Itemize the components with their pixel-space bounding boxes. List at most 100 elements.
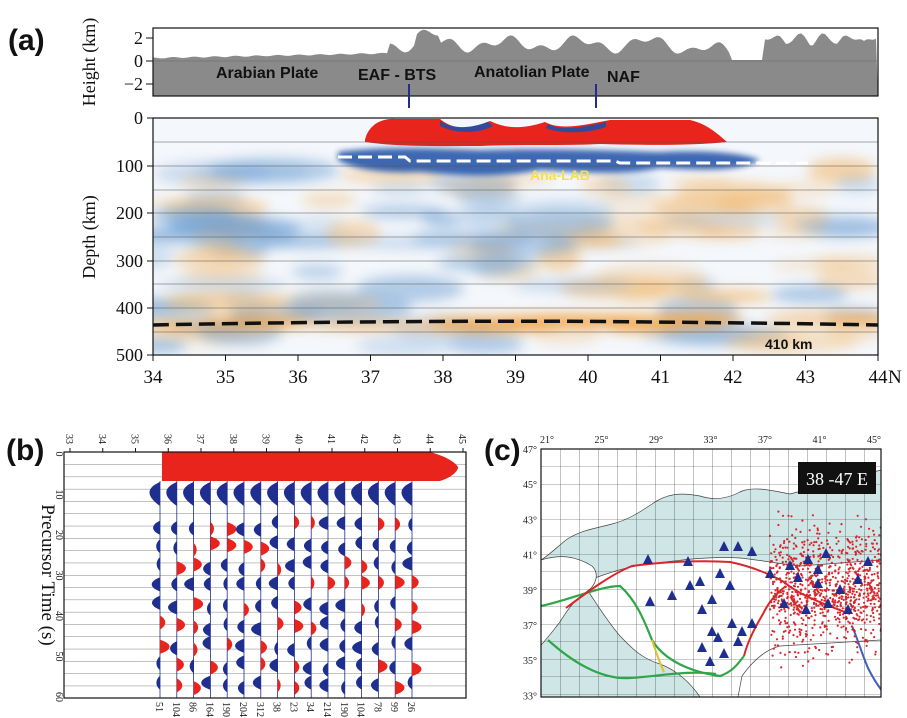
event-dot bbox=[823, 597, 827, 600]
event-dot bbox=[837, 540, 840, 543]
event-dot bbox=[772, 595, 775, 598]
event-dot bbox=[825, 652, 828, 655]
event-dot bbox=[864, 518, 868, 521]
event-dot bbox=[848, 547, 851, 550]
event-dot bbox=[786, 626, 789, 629]
event-dot bbox=[874, 653, 877, 656]
event-dot bbox=[790, 594, 793, 597]
event-dot bbox=[856, 614, 859, 617]
plate-boundary-green-south bbox=[547, 639, 717, 680]
event-dot bbox=[844, 602, 848, 605]
event-dot bbox=[864, 638, 867, 642]
event-dot bbox=[779, 551, 782, 554]
event-dot bbox=[818, 532, 821, 535]
event-dot bbox=[799, 605, 802, 609]
event-dot bbox=[849, 596, 853, 599]
event-dot bbox=[851, 592, 854, 595]
station-triangle bbox=[705, 656, 715, 666]
event-dot bbox=[792, 560, 795, 563]
event-dot bbox=[835, 594, 838, 597]
height-axis: 2 0 −2 Height (km) bbox=[79, 18, 153, 106]
latitude-map-tick: 37° bbox=[523, 621, 537, 632]
panel-b-top-tick: 37 bbox=[194, 434, 205, 444]
panel-c-letter: (c) bbox=[484, 434, 521, 467]
trace-count: 204 bbox=[237, 702, 248, 717]
event-dot bbox=[811, 574, 814, 577]
event-dot bbox=[812, 584, 815, 587]
trace-count: 104 bbox=[170, 702, 181, 717]
event-dot bbox=[819, 626, 822, 629]
event-dot bbox=[820, 564, 824, 567]
event-dot bbox=[813, 619, 816, 622]
latitude-map-tick: 41° bbox=[523, 551, 537, 562]
event-dot bbox=[803, 651, 807, 654]
event-dot bbox=[874, 606, 877, 609]
event-dot bbox=[800, 617, 803, 620]
event-dot bbox=[856, 651, 859, 654]
event-dot bbox=[843, 585, 846, 588]
event-dot bbox=[870, 632, 873, 635]
event-dot bbox=[786, 621, 789, 625]
event-dot bbox=[774, 644, 777, 647]
event-dot bbox=[847, 620, 850, 623]
depth-axis: 0 100 200 300 400 500 Depth (km) bbox=[79, 108, 153, 365]
station-triangle bbox=[695, 576, 705, 586]
event-dot bbox=[820, 541, 823, 545]
event-dot bbox=[815, 592, 818, 596]
event-dot bbox=[773, 550, 776, 553]
event-dot bbox=[839, 530, 842, 533]
event-dot bbox=[834, 601, 837, 604]
event-dot bbox=[868, 582, 871, 585]
event-dot bbox=[877, 577, 880, 580]
latitude-tick: 43 bbox=[796, 367, 815, 388]
event-dot bbox=[840, 550, 843, 553]
event-dot bbox=[800, 628, 803, 632]
panel-b-top-tick: 41 bbox=[325, 434, 336, 444]
event-dot bbox=[791, 596, 794, 599]
event-dot bbox=[804, 587, 807, 590]
fault-label-naf: NAF bbox=[607, 69, 640, 86]
event-dot bbox=[859, 611, 862, 614]
event-dot bbox=[839, 601, 842, 605]
event-dot bbox=[827, 531, 830, 534]
latitude-axis-unit: N bbox=[888, 367, 902, 388]
event-dot bbox=[851, 543, 854, 546]
event-dot bbox=[841, 575, 844, 579]
event-dot bbox=[825, 539, 829, 542]
event-dot bbox=[853, 635, 856, 638]
trace-count: 214 bbox=[321, 702, 332, 717]
event-dot bbox=[877, 596, 880, 599]
event-dot bbox=[874, 598, 877, 601]
event-dot bbox=[779, 621, 782, 624]
event-dot bbox=[861, 565, 864, 569]
event-dot bbox=[821, 621, 824, 624]
receiver-function-image bbox=[153, 118, 878, 355]
latitude-tick: 39 bbox=[506, 367, 525, 388]
precursor-time-tick: 50 bbox=[53, 652, 64, 662]
event-dot bbox=[788, 631, 791, 634]
station-triangle bbox=[737, 626, 747, 636]
event-dot bbox=[835, 583, 838, 586]
event-dot bbox=[876, 560, 879, 563]
station-triangle bbox=[853, 574, 863, 584]
event-dot bbox=[788, 577, 791, 581]
event-dot bbox=[822, 614, 825, 617]
event-dot bbox=[836, 605, 839, 608]
event-dot bbox=[837, 568, 840, 571]
event-dot bbox=[827, 619, 830, 623]
event-dot bbox=[787, 572, 791, 575]
event-dot bbox=[810, 598, 813, 601]
trace-count: 38 bbox=[271, 702, 282, 712]
event-dot bbox=[848, 621, 851, 625]
event-dot bbox=[831, 575, 835, 579]
event-dot bbox=[817, 548, 820, 551]
event-dot bbox=[842, 580, 845, 583]
event-dot bbox=[865, 644, 868, 647]
event-dot bbox=[856, 646, 859, 649]
station-triangles bbox=[643, 541, 873, 666]
event-dot bbox=[840, 552, 843, 555]
event-dot bbox=[792, 642, 796, 645]
event-dot bbox=[865, 545, 868, 548]
event-dot bbox=[852, 616, 855, 619]
event-dot bbox=[875, 594, 878, 597]
